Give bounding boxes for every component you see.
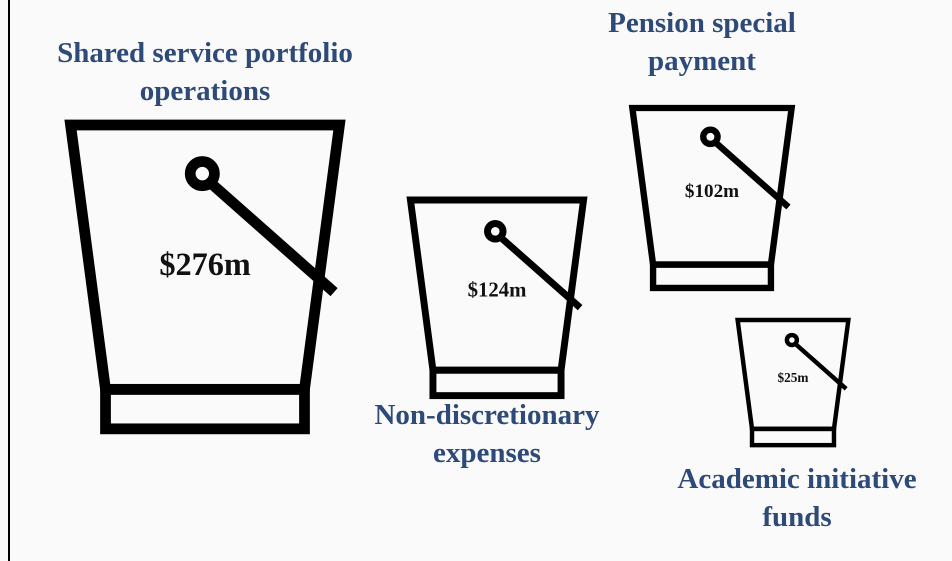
bucket-band [100, 383, 310, 435]
value-label: $124m [468, 279, 527, 302]
bucket-band [429, 366, 565, 400]
bucket-handle-ring [484, 220, 507, 243]
value-label: $276m [159, 246, 251, 282]
bucket-label: Non-discretionary expenses [374, 399, 600, 469]
bucket-handle [206, 178, 338, 297]
value-label: $25m [778, 370, 809, 385]
bucket-band [749, 426, 837, 448]
bucket [64, 119, 346, 435]
bucket-label: Pension special payment [608, 7, 796, 77]
bucket-label: Academic initiative funds [677, 463, 917, 533]
bucket-handle [793, 342, 848, 391]
bucket-handle-ring [700, 126, 721, 148]
bucket-band [649, 261, 775, 292]
bucket [628, 104, 796, 292]
bucket-handle-ring [784, 332, 800, 348]
bucket-handle [498, 234, 583, 311]
bucket-label: Shared service portfolio operations [57, 37, 353, 107]
bucket [406, 196, 588, 400]
bucket [735, 317, 851, 448]
bucket-handle [713, 139, 791, 210]
value-label: $102m [685, 181, 739, 202]
bucket-handle-ring [184, 156, 220, 192]
